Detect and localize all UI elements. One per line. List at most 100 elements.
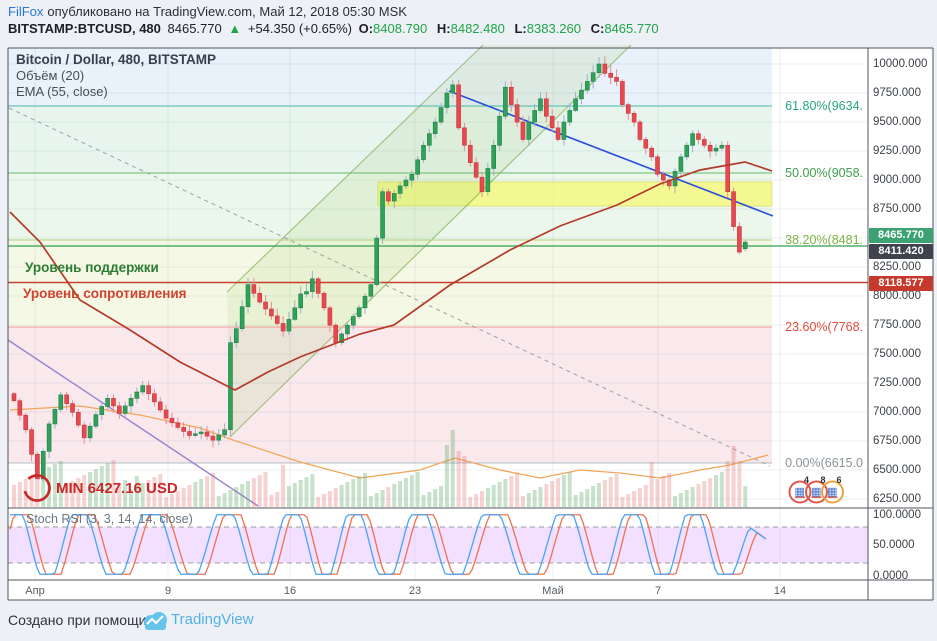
candle [374, 237, 380, 285]
candle [421, 144, 426, 161]
candle [46, 423, 52, 452]
candle [333, 324, 339, 343]
volume-bar [591, 486, 596, 507]
price-tick-label: 9250.000 [873, 145, 921, 157]
candle [661, 173, 666, 181]
volume-bar [140, 483, 145, 507]
candle [245, 284, 251, 307]
volume-bar [743, 486, 748, 507]
volume-bar [316, 497, 321, 507]
tradingview-logo-icon[interactable] [141, 610, 169, 632]
candle [532, 110, 537, 123]
candle [538, 98, 543, 111]
candle [503, 86, 508, 117]
tradingview-brand-link[interactable]: TradingView [171, 611, 254, 628]
purple-downtrend [7, 339, 259, 507]
candle [111, 398, 116, 407]
candle [239, 306, 245, 330]
published-text: опубликовано на TradingView.com, Май 12,… [47, 4, 407, 19]
candle [157, 401, 163, 411]
candle [444, 92, 450, 108]
volume-bar [690, 487, 695, 507]
volume-bar [298, 480, 303, 507]
stoch-rsi-legend[interactable]: Stoch RSI (3, 3, 14, 14, close) [26, 512, 193, 526]
time-tick-label: Май [542, 585, 564, 597]
volume-bar [585, 489, 590, 507]
svg-text:▦: ▦ [827, 485, 837, 498]
volume-bar [398, 481, 403, 507]
candle [327, 307, 333, 326]
volume-bar [643, 485, 648, 507]
candle [614, 77, 619, 82]
ema [9, 161, 773, 391]
author-link[interactable]: FilFox [8, 4, 44, 19]
time-axis-bg [8, 580, 933, 600]
candle [286, 319, 292, 332]
candle [631, 113, 637, 123]
volume-bar [234, 487, 239, 507]
candle [134, 391, 140, 399]
candle [462, 127, 467, 146]
candle [339, 333, 344, 343]
time-tick-label: 23 [408, 585, 422, 597]
candle [292, 307, 298, 320]
candle [222, 429, 227, 436]
volume-bar [655, 479, 660, 507]
yellow-zone [377, 181, 773, 207]
close-value: 8465.770 [604, 21, 659, 36]
time-tick-label: 14 [773, 585, 787, 597]
candle [386, 191, 391, 202]
chart-legend[interactable]: Bitcoin / Dollar, 480, BITSTAMP Объём (2… [16, 52, 216, 100]
candle [584, 81, 590, 91]
close-label: C: [590, 21, 605, 36]
volume-bar [614, 474, 619, 507]
candle [234, 328, 239, 343]
price-tick-label: 9000.000 [873, 174, 921, 186]
volume-bar [462, 456, 467, 507]
volume-bar [327, 491, 332, 507]
volume-bar [602, 480, 607, 507]
low-value: 8383.260 [526, 21, 581, 36]
volume-bar [210, 473, 215, 507]
candle [362, 295, 368, 309]
volume-bar [509, 476, 514, 507]
volume-bar [304, 477, 309, 507]
candle [508, 86, 514, 105]
volume-bar [169, 494, 174, 507]
volume-bar [175, 491, 180, 507]
volume-bar [661, 476, 666, 507]
volume-bar [550, 481, 555, 507]
candle [491, 144, 497, 169]
candle [99, 406, 105, 415]
volume-bar [520, 496, 525, 507]
volume-bar [123, 480, 128, 507]
symbol-ohlc-row: BITSTAMP:BTCUSD, 480 8465.770 ▲ +54.350 … [8, 21, 665, 36]
volume-bar [608, 477, 613, 507]
volume-bar [567, 472, 572, 507]
made-with-text: Создано при помощи [8, 612, 147, 628]
min-annotation [23, 474, 51, 502]
watermark-486: ▦4▦8▦6 [788, 475, 844, 504]
candle [193, 433, 198, 436]
price-badge: 8465.770 [869, 228, 933, 243]
candle [485, 168, 491, 193]
horizontal-rays [8, 245, 868, 284]
fib-level-label: 61.80%(9634. [785, 99, 863, 113]
candle [643, 139, 649, 149]
candle [70, 403, 75, 413]
candle [175, 422, 181, 428]
price-tick-label: 9750.000 [873, 87, 921, 99]
candle [473, 162, 479, 178]
volume-bar [105, 463, 110, 507]
volume-bar [310, 474, 315, 507]
volume-bar [41, 470, 46, 507]
symbol-name[interactable]: BITSTAMP:BTCUSD, 480 [8, 21, 161, 36]
candle [567, 110, 573, 123]
volume-bar [146, 480, 151, 507]
frame-borders [7, 47, 934, 601]
candle [719, 144, 725, 149]
volume-bar [246, 481, 250, 507]
high-label: H: [436, 21, 451, 36]
volume-bar [708, 478, 713, 507]
